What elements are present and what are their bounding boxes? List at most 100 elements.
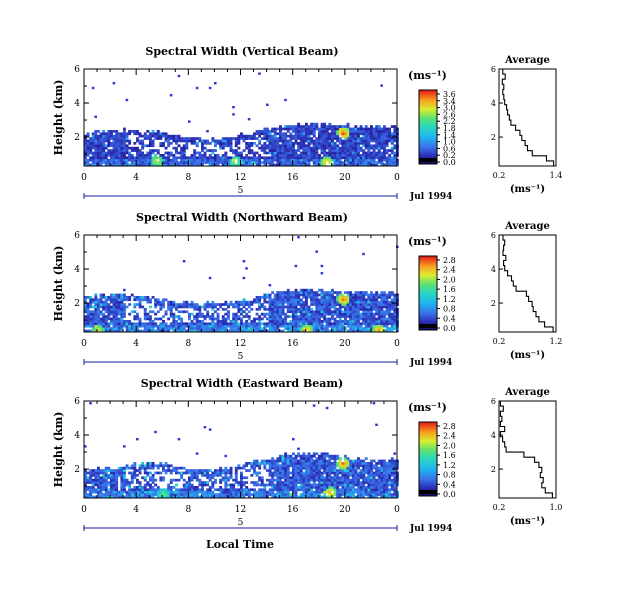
heatmap-cell <box>130 324 134 328</box>
heatmap-cell <box>84 320 87 323</box>
heatmap-cell <box>370 329 373 333</box>
heatmap-cell <box>279 146 282 150</box>
heatmap-cell <box>234 142 238 145</box>
heatmap-cell <box>344 305 347 309</box>
heatmap-cell <box>136 329 139 333</box>
heatmap-cell <box>292 317 295 321</box>
heatmap-cell <box>151 329 155 333</box>
heatmap-cell <box>250 466 254 470</box>
heatmap-cell <box>312 300 316 304</box>
heatmap-cell <box>117 161 121 164</box>
heatmap-cell <box>344 310 347 314</box>
heatmap-cell <box>263 315 267 318</box>
heatmap-cell <box>250 327 254 330</box>
heatmap-cell <box>120 149 124 152</box>
heatmap-cell <box>214 478 217 482</box>
heatmap-cell <box>357 305 360 309</box>
heatmap-cell <box>271 312 275 316</box>
heatmap-cell <box>123 490 126 494</box>
heatmap-cell <box>245 476 249 480</box>
heatmap-cell <box>245 161 249 164</box>
heatmap-cell <box>372 132 376 136</box>
heatmap-cell <box>299 495 303 499</box>
heatmap-cell <box>242 490 246 494</box>
heatmap-cell <box>112 495 116 499</box>
heatmap-cell <box>362 161 366 164</box>
heatmap-cell <box>94 322 98 326</box>
heatmap-cell <box>180 471 184 475</box>
heatmap-cell <box>247 462 251 465</box>
heatmap-cell <box>146 300 150 304</box>
heatmap-cell <box>195 86 199 90</box>
heatmap-cell <box>328 457 332 460</box>
heatmap-cell <box>190 476 194 480</box>
heatmap-cell <box>250 163 254 167</box>
heatmap-cell <box>84 322 87 326</box>
heatmap-cell <box>112 158 116 162</box>
heatmap-cell <box>84 156 87 160</box>
heatmap-cell <box>383 154 386 157</box>
heatmap-cell <box>94 478 98 482</box>
heatmap-cell <box>221 478 225 482</box>
heatmap-cell <box>307 161 311 164</box>
heatmap-cell <box>234 163 238 167</box>
heatmap-cell <box>195 158 199 162</box>
heatmap-cell <box>164 158 168 162</box>
heatmap-cell <box>206 327 210 330</box>
heatmap-cell <box>115 483 119 487</box>
heatmap-cell <box>214 154 217 157</box>
heatmap-cell <box>289 158 293 162</box>
heatmap-cell <box>229 324 233 328</box>
heatmap-cell <box>208 476 212 480</box>
heatmap-cell <box>128 296 132 299</box>
heatmap-cell <box>362 488 366 492</box>
heatmap-cell <box>362 317 366 321</box>
heatmap-cell <box>271 495 275 499</box>
heatmap-cell <box>133 130 137 133</box>
heatmap-cell <box>203 151 207 155</box>
heatmap-cell <box>351 144 355 148</box>
heatmap-cell <box>263 329 267 333</box>
heatmap-cell <box>286 478 290 482</box>
heatmap-cell <box>281 296 285 299</box>
heatmap-cell <box>320 310 324 314</box>
heatmap-cell <box>107 329 111 333</box>
heatmap-cell <box>393 125 397 128</box>
heatmap-cell <box>315 156 319 160</box>
heatmap-cell <box>149 137 152 140</box>
date-label: Jul 1994 <box>409 358 452 368</box>
heatmap-cell <box>310 490 314 494</box>
heatmap-cell <box>380 144 384 148</box>
heatmap-cell <box>185 305 189 309</box>
heatmap-cell <box>91 144 95 148</box>
heatmap-cell <box>172 300 176 304</box>
heatmap-cell <box>151 322 155 326</box>
heatmap-cell <box>297 315 301 318</box>
heatmap-cell <box>294 305 298 309</box>
heatmap-cell <box>224 471 228 475</box>
heatmap-cell <box>221 315 225 318</box>
heatmap-cell <box>198 315 202 318</box>
heatmap-cell <box>370 130 373 133</box>
heatmap-cell <box>180 146 184 150</box>
heatmap-cell <box>208 142 212 145</box>
heatmap-cell <box>320 132 324 136</box>
heatmap-cell <box>107 469 111 472</box>
heatmap-cell <box>377 144 381 148</box>
heatmap-cell <box>302 462 306 465</box>
heatmap-cell <box>99 142 103 145</box>
heatmap-cell <box>276 320 280 323</box>
heatmap-cell <box>125 329 129 333</box>
heatmap-cell <box>149 154 152 157</box>
heatmap-cell <box>242 156 246 160</box>
heatmap-cell <box>247 324 251 328</box>
heatmap-cell <box>351 315 355 318</box>
heatmap-cell <box>266 308 269 311</box>
heatmap-cell <box>294 298 298 302</box>
heatmap-cell <box>216 163 220 167</box>
heatmap-cell <box>120 466 124 470</box>
heatmap-cell <box>307 125 311 128</box>
heatmap-cell <box>310 469 314 472</box>
heatmap-cell <box>307 151 311 155</box>
heatmap-cell <box>370 151 373 155</box>
